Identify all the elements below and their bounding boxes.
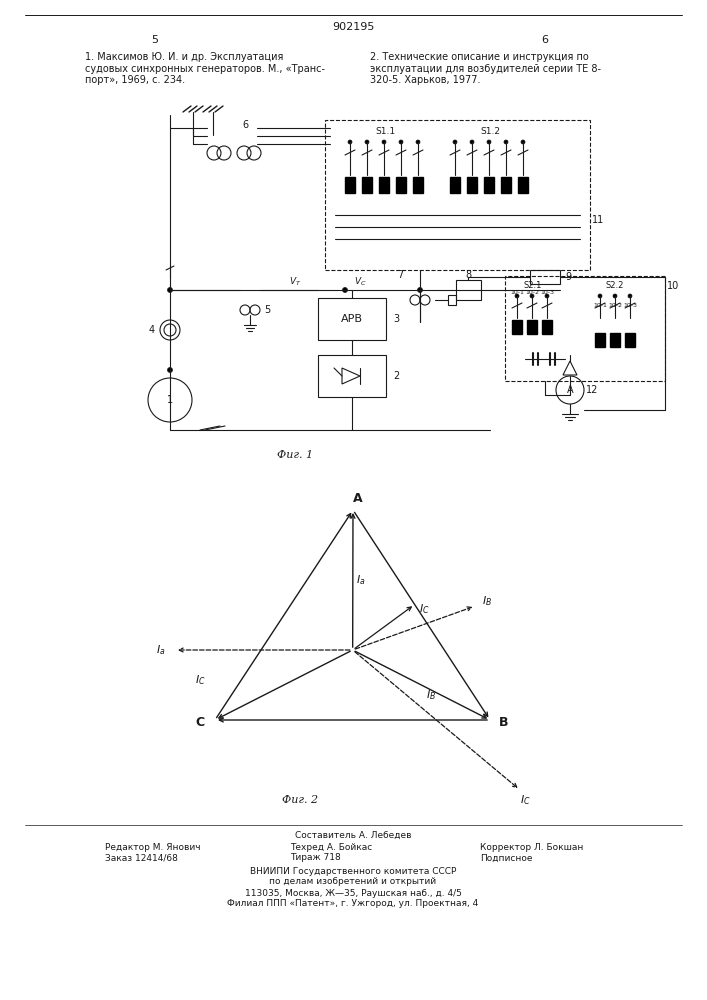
Circle shape <box>168 367 173 372</box>
Circle shape <box>382 140 386 144</box>
Bar <box>530 270 560 284</box>
Circle shape <box>504 140 508 144</box>
Text: Тираж 718: Тираж 718 <box>290 854 341 862</box>
Text: 2. Технические описание и инструкция по
эксплуатации для возбудителей серии ТЕ 8: 2. Технические описание и инструкция по … <box>370 52 601 85</box>
Circle shape <box>399 140 403 144</box>
Bar <box>610 333 620 347</box>
Circle shape <box>365 140 369 144</box>
Text: Корректор Л. Бокшан: Корректор Л. Бокшан <box>480 842 583 852</box>
Text: $I_B$: $I_B$ <box>482 594 492 608</box>
Circle shape <box>416 140 420 144</box>
Text: 10-1: 10-1 <box>510 290 524 295</box>
Text: 10: 10 <box>667 281 679 291</box>
Circle shape <box>598 294 602 298</box>
Text: 7: 7 <box>397 270 403 280</box>
Circle shape <box>487 140 491 144</box>
Text: 9: 9 <box>565 272 571 282</box>
Circle shape <box>342 288 348 292</box>
Bar <box>518 177 528 193</box>
Text: A: A <box>567 385 573 395</box>
Circle shape <box>164 324 176 336</box>
Circle shape <box>628 294 632 298</box>
Circle shape <box>168 288 173 292</box>
Text: S1.2: S1.2 <box>480 127 500 136</box>
Text: 4: 4 <box>149 325 155 335</box>
Text: Фиг. 1: Фиг. 1 <box>277 450 313 460</box>
Text: $I_a$: $I_a$ <box>356 573 366 587</box>
Text: АРВ: АРВ <box>341 314 363 324</box>
Text: 10-3: 10-3 <box>623 303 637 308</box>
Bar <box>448 295 456 305</box>
Circle shape <box>418 288 423 292</box>
Text: Заказ 12414/68: Заказ 12414/68 <box>105 854 178 862</box>
Bar <box>325 120 590 270</box>
Circle shape <box>470 140 474 144</box>
Circle shape <box>348 140 352 144</box>
Text: $I_C$: $I_C$ <box>520 793 530 807</box>
Bar <box>456 280 481 300</box>
Text: 10-3: 10-3 <box>540 290 554 295</box>
Text: B: B <box>499 716 509 730</box>
Bar <box>542 320 552 334</box>
Text: Подписное: Подписное <box>480 854 532 862</box>
Bar <box>318 298 386 340</box>
Circle shape <box>530 294 534 298</box>
Bar <box>413 177 423 193</box>
Text: 1. Максимов Ю. И. и др. Эксплуатация
судовых синхронных генераторов. М., «Транс-: 1. Максимов Ю. И. и др. Эксплуатация суд… <box>85 52 325 85</box>
Text: 5: 5 <box>151 35 158 45</box>
Text: по делам изобретений и открытий: по делам изобретений и открытий <box>269 878 436 886</box>
Bar <box>512 320 522 334</box>
Text: ВНИИПИ Государственного комитета СССР: ВНИИПИ Государственного комитета СССР <box>250 866 456 876</box>
Text: 6: 6 <box>542 35 549 45</box>
Bar <box>396 177 406 193</box>
Text: Редактор М. Янович: Редактор М. Янович <box>105 842 201 852</box>
Bar <box>501 177 511 193</box>
Text: $I_C$: $I_C$ <box>194 673 205 687</box>
Bar <box>527 320 537 334</box>
Text: $V_C$: $V_C$ <box>354 276 366 288</box>
Text: Филиал ППП «Патент», г. Ужгород, ул. Проектная, 4: Филиал ППП «Патент», г. Ужгород, ул. Про… <box>228 900 479 908</box>
Text: Техред А. Бойкас: Техред А. Бойкас <box>290 842 373 852</box>
Text: 3: 3 <box>393 314 399 324</box>
Text: 113035, Москва, Ж—35, Раушская наб., д. 4/5: 113035, Москва, Ж—35, Раушская наб., д. … <box>245 888 462 898</box>
Text: 6: 6 <box>242 120 248 130</box>
Bar <box>345 177 355 193</box>
Circle shape <box>545 294 549 298</box>
Text: 10-2: 10-2 <box>525 290 539 295</box>
Text: 10-2: 10-2 <box>608 303 622 308</box>
Text: S2.2: S2.2 <box>606 282 624 290</box>
Text: Фиг. 2: Фиг. 2 <box>282 795 318 805</box>
Text: 11: 11 <box>592 215 604 225</box>
Text: 5: 5 <box>264 305 270 315</box>
Text: $I_a$: $I_a$ <box>156 643 165 657</box>
Circle shape <box>613 294 617 298</box>
Bar <box>467 177 477 193</box>
Bar <box>595 333 605 347</box>
Circle shape <box>515 294 519 298</box>
Text: 8: 8 <box>465 270 471 280</box>
Text: C: C <box>195 716 204 730</box>
Text: 12: 12 <box>586 385 598 395</box>
Bar <box>505 276 665 381</box>
Text: $I_B$: $I_B$ <box>426 688 436 702</box>
Text: 1: 1 <box>167 395 173 405</box>
Bar <box>450 177 460 193</box>
Text: S1.1: S1.1 <box>375 127 395 136</box>
Circle shape <box>521 140 525 144</box>
Text: $V_T$: $V_T$ <box>288 276 301 288</box>
Bar <box>379 177 389 193</box>
Circle shape <box>453 140 457 144</box>
Bar <box>318 355 386 397</box>
Text: 10-1: 10-1 <box>593 303 607 308</box>
Text: A: A <box>354 491 363 504</box>
Bar <box>362 177 372 193</box>
Text: 902195: 902195 <box>332 22 374 32</box>
Text: S2.1: S2.1 <box>524 282 542 290</box>
Text: 2: 2 <box>393 371 399 381</box>
Bar <box>484 177 494 193</box>
Text: Составитель А. Лебедев: Составитель А. Лебедев <box>295 830 411 840</box>
Bar <box>625 333 635 347</box>
Text: $I_C$: $I_C$ <box>419 603 430 616</box>
